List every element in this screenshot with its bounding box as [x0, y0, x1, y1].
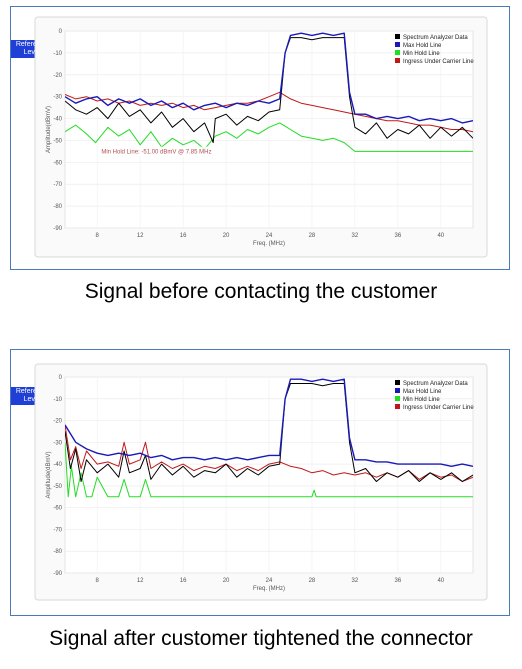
y-tick-label: -70 [53, 527, 62, 533]
spectrum-panel-before: Reference Level ▲ ▼ 0-10-20-30-40-50-60-… [10, 6, 510, 270]
x-axis-label: Freq. (MHz) [253, 586, 285, 592]
y-tick-label: -10 [53, 51, 62, 57]
x-tick-label: 32 [352, 578, 359, 584]
legend-entry: Spectrum Analyzer Data [403, 381, 468, 387]
series-line-0 [65, 383, 473, 482]
x-tick-label: 24 [266, 233, 273, 239]
legend-entry: Ingress Under Carrier Line [403, 405, 474, 411]
legend-swatch [395, 34, 400, 39]
x-tick-label: 28 [309, 578, 316, 584]
y-tick-label: 0 [59, 375, 63, 381]
series-line-1 [65, 378, 473, 468]
legend-entry: Max Hold Line [403, 43, 442, 49]
series-line-2 [65, 122, 473, 152]
legend-swatch [395, 42, 400, 47]
y-tick-label: -90 [53, 226, 62, 232]
legend-swatch [395, 396, 400, 401]
x-tick-label: 36 [394, 233, 401, 239]
spectrum-chart-after: 0 -10 -20 -30 -40 -50 -60 -70 -80 -90 8 12 16 20 24 28 3… [34, 363, 488, 601]
y-tick-label: -20 [53, 419, 62, 425]
legend-swatch [395, 380, 400, 385]
x-tick-label: 40 [437, 233, 444, 239]
x-tick-label: 12 [137, 578, 144, 584]
y-axis-label: Amplitude(dBmV) [46, 106, 52, 153]
y-tick-label: -80 [53, 549, 62, 555]
y-tick-label: -20 [53, 73, 62, 79]
y-tick-label: -60 [53, 506, 62, 512]
y-tick-label: -30 [53, 95, 62, 101]
x-tick-label: 8 [96, 233, 100, 239]
legend-swatch [395, 58, 400, 63]
x-tick-label: 16 [180, 233, 187, 239]
x-tick-label: 36 [394, 578, 401, 584]
y-axis-label: Amplitude(dBmV) [46, 451, 52, 498]
min-hold-tooltip-bg [99, 146, 220, 157]
legend-entry: Max Hold Line [403, 389, 442, 395]
y-tick-label: -50 [53, 138, 62, 144]
y-tick-label: -80 [53, 204, 62, 210]
x-tick-label: 8 [96, 578, 100, 584]
x-tick-label: 20 [223, 578, 230, 584]
legend-entry: Spectrum Analyzer Data [403, 35, 468, 41]
x-tick-label: 32 [352, 233, 359, 239]
y-tick-label: -40 [53, 462, 62, 468]
y-tick-label: -10 [53, 397, 62, 403]
legend-entry: Min Hold Line [403, 397, 440, 403]
caption-before: Signal before contacting the customer [84, 280, 438, 303]
legend-entry: Min Hold Line [403, 51, 440, 57]
reference-level-label: Reference Level [15, 388, 49, 403]
y-tick-label: -30 [53, 440, 62, 446]
x-axis-label: Freq. (MHz) [253, 241, 285, 247]
y-tick-label: -90 [53, 571, 62, 577]
caption-after: Signal after customer tightened the conn… [49, 627, 473, 650]
x-tick-label: 20 [223, 233, 230, 239]
y-tick-label: -60 [53, 160, 62, 166]
legend-swatch [395, 404, 400, 409]
y-tick-label: 0 [59, 29, 63, 35]
x-tick-label: 12 [137, 233, 144, 239]
series-line-1 [65, 32, 473, 124]
x-tick-label: 16 [180, 578, 187, 584]
x-tick-label: 40 [437, 578, 444, 584]
x-tick-label: 24 [266, 578, 273, 584]
reference-level-label: Reference Level [15, 41, 49, 56]
y-tick-label: -70 [53, 182, 62, 188]
y-tick-label: -40 [53, 117, 62, 123]
legend-swatch [395, 388, 400, 393]
series-line-2 [65, 442, 473, 498]
legend-swatch [395, 50, 400, 55]
x-tick-label: 28 [309, 233, 316, 239]
y-tick-label: -50 [53, 484, 62, 490]
min-hold-annotation: Min Hold Line: -51.00 dBmV @ 7.85 MHz [101, 150, 211, 156]
spectrum-chart-before: 0 -10 -20 -30 -40 -50 -60 -70 -80 -90 8 12 16 20 24 28 3… [34, 16, 488, 258]
series-line-0 [65, 37, 473, 144]
legend-entry: Ingress Under Carrier Line [403, 59, 474, 65]
spectrum-panel-after: Reference Level ▲ ▼ 0-10-20-30-40-50-60-… [10, 349, 510, 616]
